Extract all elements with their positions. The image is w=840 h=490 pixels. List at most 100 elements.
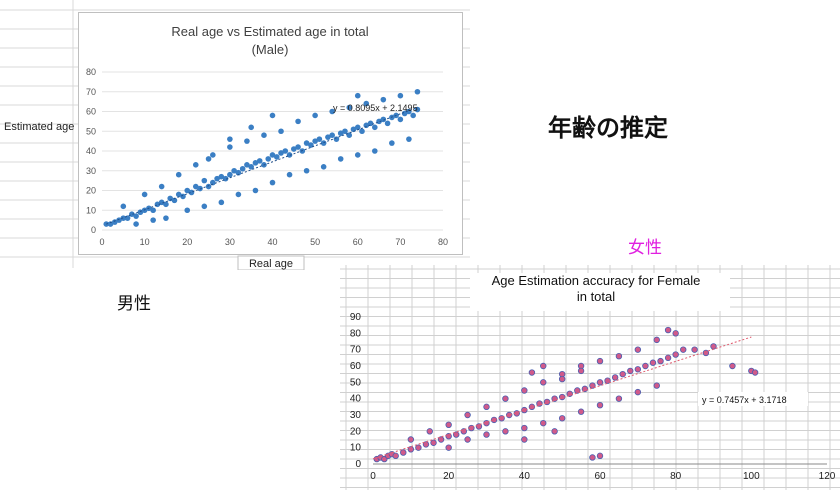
female-data-point [642,362,649,370]
female-data-point [634,366,642,373]
female-data-point [680,346,687,353]
male-data-point [150,207,156,214]
female-data-point [430,439,437,446]
female-data-point [672,330,679,337]
male-data-point [273,154,280,160]
male-data-point [337,130,344,137]
male-data-point [248,164,254,170]
male-data-point [372,148,378,154]
male-x-tick-label: 60 [353,237,363,247]
female-data-point [407,436,415,443]
male-data-point [295,144,301,150]
female-chart-subtitle: in total [577,289,615,304]
female-data-point [490,416,498,424]
male-data-point [171,197,178,204]
female-data-point [691,346,698,353]
male-data-point [201,177,208,184]
female-data-point [540,379,547,386]
male-data-point [286,152,293,158]
male-data-point [333,136,340,142]
male-data-point [312,138,318,144]
male-data-point [120,203,127,210]
female-data-point [615,352,623,360]
female-data-point [426,428,433,435]
female-data-point [483,403,490,411]
page-heading: 年齢の推定 [548,114,668,142]
male-data-point [201,203,208,210]
male-data-point [244,138,250,144]
female-y-tick-label: 20 [350,426,362,437]
male-data-point [227,144,233,150]
female-data-point [577,367,585,375]
male-data-point [192,183,199,190]
male-data-point [120,215,127,221]
female-x-tick-label: 60 [594,471,606,482]
male-data-point [175,191,182,198]
female-data-point [611,374,619,381]
male-data-point [329,108,335,115]
female-data-point [464,411,471,419]
male-y-tick-label: 40 [86,146,96,156]
male-data-point [239,165,246,172]
male-data-point [329,132,335,138]
male-data-point [227,136,233,142]
male-y-tick-label: 30 [86,166,96,176]
female-data-point [702,349,710,357]
female-data-point [627,367,634,375]
female-y-tick-label: 60 [350,361,362,372]
male-data-point [282,148,289,154]
female-data-point [729,362,736,370]
female-trendline-equation: y = 0.7457x + 3.1718 [702,395,787,405]
male-data-point [269,152,276,158]
female-data-point [392,452,399,460]
male-data-point [312,112,318,119]
female-data-point [710,343,717,350]
male-data-point [410,112,416,119]
male-x-tick-label: 20 [182,237,192,247]
female-data-point [634,388,642,396]
female-y-tick-label: 30 [350,410,362,421]
male-data-point [141,191,148,198]
male-data-point [188,189,195,196]
male-data-point [406,136,412,142]
male-data-point [278,128,284,135]
female-data-point [558,375,566,383]
female-data-point [619,370,626,378]
male-data-point [372,124,378,131]
male-data-point [244,162,250,168]
female-data-point [521,406,528,414]
male-x-tick-label: 10 [140,237,150,247]
male-data-point [248,124,254,131]
male-trendline-equation: y = 0.8095x + 2.1495 [333,103,418,113]
female-data-point [521,436,528,443]
male-data-point [163,215,169,221]
male-data-point [252,187,259,194]
male-data-point [227,171,233,178]
male-data-point [210,179,216,186]
male-data-point [380,96,387,103]
male-x-tick-label: 40 [267,237,277,247]
female-data-point [751,369,759,376]
male-data-point [316,136,323,142]
male-data-point [133,213,139,219]
male-data-point [116,217,122,223]
female-x-tick-label: 20 [443,471,455,482]
female-x-tick-label: 100 [743,471,760,482]
male-y-tick-label: 50 [86,126,96,136]
male-x-tick-label: 80 [438,237,448,247]
female-data-point [445,444,452,451]
male-data-point [205,156,212,162]
female-data-point [615,395,623,402]
male-data-point [354,92,361,99]
male-data-point [380,116,387,123]
male-data-point [414,88,421,95]
male-data-point [231,167,237,174]
male-data-point [337,156,344,162]
male-chart-subtitle: (Male) [252,42,289,57]
male-data-point [325,134,331,140]
female-x-tick-label: 80 [670,471,682,482]
female-data-point [502,395,509,402]
female-y-tick-label: 10 [350,443,362,454]
male-y-tick-label: 80 [86,67,96,77]
male-data-point [359,128,365,135]
